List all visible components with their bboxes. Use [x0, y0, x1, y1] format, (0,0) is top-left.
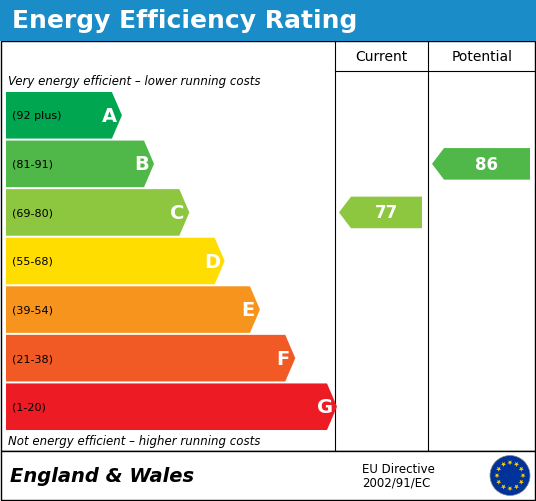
- Polygon shape: [339, 197, 422, 229]
- Text: Not energy efficient – higher running costs: Not energy efficient – higher running co…: [8, 435, 260, 447]
- Text: B: B: [135, 155, 150, 174]
- Polygon shape: [496, 467, 501, 472]
- Text: (92 plus): (92 plus): [12, 111, 62, 121]
- Bar: [1, 451, 535, 500]
- Text: Energy Efficiency Rating: Energy Efficiency Rating: [12, 9, 358, 33]
- Polygon shape: [494, 473, 500, 478]
- Text: E: E: [241, 301, 255, 320]
- Polygon shape: [508, 486, 512, 491]
- Text: 2002/91/EC: 2002/91/EC: [362, 476, 430, 489]
- Text: Potential: Potential: [451, 50, 512, 64]
- Circle shape: [490, 455, 530, 495]
- Bar: [0, 0, 536, 42]
- Polygon shape: [496, 480, 501, 485]
- Text: G: G: [317, 397, 333, 416]
- Text: (1-20): (1-20): [12, 402, 46, 412]
- Text: A: A: [102, 107, 117, 126]
- Polygon shape: [6, 384, 337, 430]
- Polygon shape: [6, 190, 189, 236]
- Polygon shape: [514, 462, 519, 467]
- Text: 86: 86: [475, 155, 498, 173]
- Text: F: F: [277, 349, 290, 368]
- Text: Current: Current: [355, 50, 407, 64]
- Polygon shape: [501, 484, 506, 489]
- Text: (55-68): (55-68): [12, 257, 53, 267]
- Text: D: D: [205, 252, 221, 271]
- Polygon shape: [432, 149, 530, 180]
- Text: (39-54): (39-54): [12, 305, 53, 315]
- Text: 77: 77: [375, 204, 398, 222]
- Polygon shape: [6, 93, 122, 139]
- Text: (21-38): (21-38): [12, 353, 53, 363]
- Polygon shape: [6, 141, 154, 188]
- Text: EU Directive: EU Directive: [362, 462, 435, 475]
- Polygon shape: [501, 462, 506, 467]
- Text: (81-91): (81-91): [12, 159, 53, 169]
- Text: C: C: [170, 203, 184, 222]
- Text: (69-80): (69-80): [12, 208, 53, 218]
- Polygon shape: [520, 473, 526, 478]
- Polygon shape: [514, 484, 519, 489]
- Polygon shape: [519, 480, 524, 485]
- Polygon shape: [519, 467, 524, 472]
- Polygon shape: [6, 335, 295, 382]
- Text: Very energy efficient – lower running costs: Very energy efficient – lower running co…: [8, 75, 260, 88]
- Text: England & Wales: England & Wales: [10, 466, 194, 485]
- Bar: [1, 42, 535, 451]
- Polygon shape: [6, 287, 260, 333]
- Polygon shape: [508, 460, 512, 465]
- Polygon shape: [6, 238, 225, 285]
